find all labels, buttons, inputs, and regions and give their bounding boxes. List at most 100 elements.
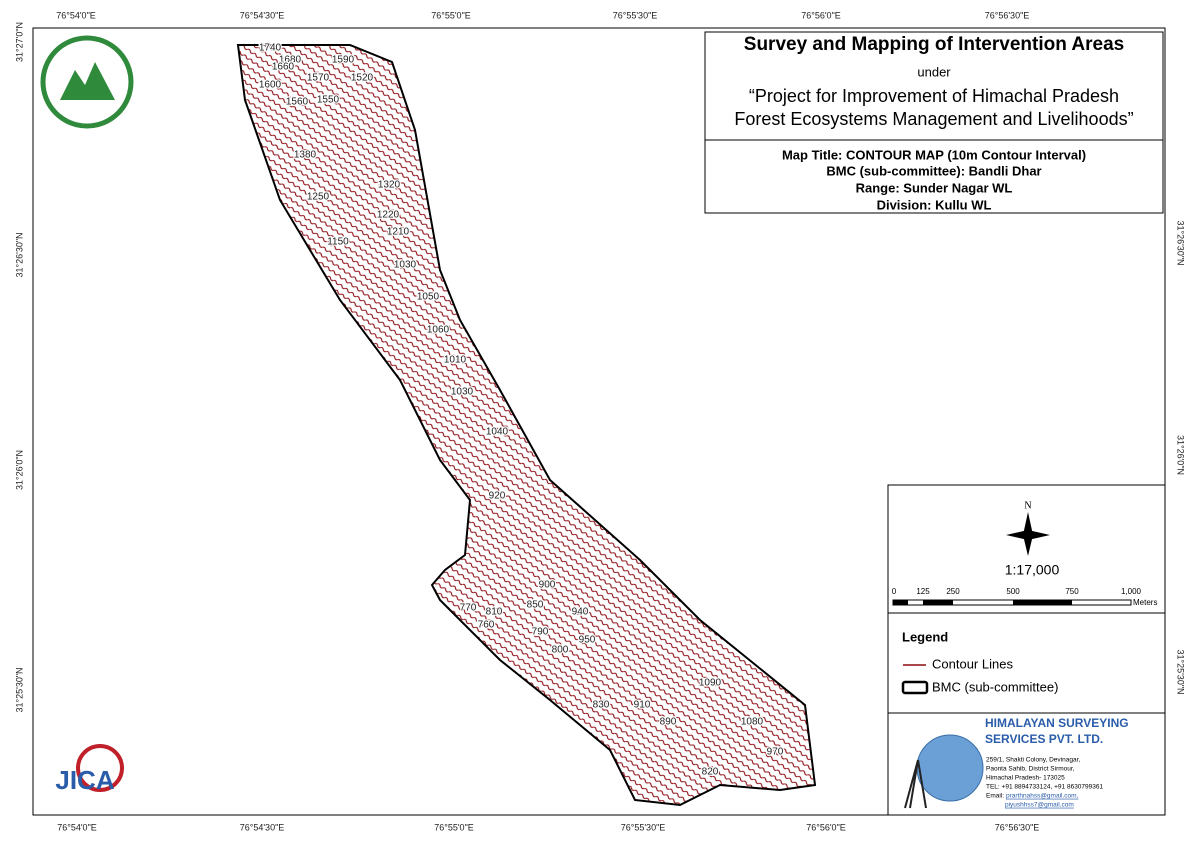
coord-label: 76°56'30"E	[995, 822, 1040, 832]
scale-bar	[892, 599, 1132, 606]
coord-label: 76°55'30"E	[613, 10, 658, 20]
coord-label: 76°54'30"E	[240, 10, 285, 20]
scale-tick-label: 500	[1006, 587, 1020, 596]
legend-item: Contour Lines	[932, 656, 1013, 671]
address-line: Paonta Sahib, District Sirmour,	[986, 766, 1075, 773]
scale-tick-label: 0	[892, 587, 897, 596]
scale-tick-label: 750	[1065, 587, 1079, 596]
contour-label: 1660	[272, 62, 295, 73]
contour-label: 820	[702, 767, 719, 778]
legend-item: BMC (sub-committee)	[932, 679, 1058, 694]
contour-label: 1090	[699, 678, 722, 689]
coord-label: 76°55'30"E	[621, 822, 666, 832]
map-frame	[32, 27, 1166, 816]
bmc-boundary	[236, 44, 817, 807]
scale-unit: Meters	[1133, 598, 1157, 607]
jica-logo-ring	[76, 744, 124, 792]
contour-label: 1030	[394, 260, 417, 271]
coord-label: 31°26'0"N	[1176, 435, 1186, 475]
email: prarthnahss@gmail.com,	[1006, 793, 1079, 800]
contour-label: 1520	[351, 73, 374, 84]
address-line: TEL: +91 8894733124, +91 8630799361	[986, 784, 1103, 791]
legend-title: Legend	[902, 629, 948, 644]
contour-label: 850	[527, 600, 544, 611]
contour-label: 890	[660, 717, 677, 728]
scale-ratio: 1:17,000	[1005, 562, 1060, 578]
coord-label: 76°54'0"E	[56, 10, 96, 20]
contour-label: 760	[478, 620, 495, 631]
jica-logo: JICA	[55, 765, 114, 795]
address-line: Himachal Pradesh- 173025	[986, 775, 1065, 782]
contour-label: 1550	[317, 95, 340, 106]
project-line: Forest Ecosystems Management and Livelih…	[734, 109, 1133, 129]
email: piyushhss7@gmail.com	[1005, 802, 1074, 809]
project-line: “Project for Improvement of Himachal Pra…	[749, 86, 1119, 106]
contour-label: 1050	[417, 292, 440, 303]
contour-label: 1210	[387, 227, 410, 238]
contour-label: 920	[489, 491, 506, 502]
north-arrow	[1006, 512, 1050, 556]
north-label: N	[1024, 500, 1031, 511]
company-name: HIMALAYAN SURVEYING	[985, 716, 1129, 730]
detail: Range: Sunder Nagar WL	[856, 180, 1013, 195]
under: under	[917, 64, 951, 79]
coord-label: 31°26'30"N	[1176, 220, 1186, 265]
scale-tick-label: 1,000	[1121, 587, 1142, 596]
coord-label: 76°54'30"E	[240, 822, 285, 832]
address-line: 259/1, Shakti Colony, Devinagar,	[986, 757, 1080, 764]
title: Survey and Mapping of Intervention Areas	[744, 34, 1124, 55]
contour-label: 1600	[259, 80, 282, 91]
contour-label: 1590	[332, 55, 355, 66]
contour-label: 1010	[444, 355, 467, 366]
email-label: Email:	[986, 793, 1004, 800]
contour-label: 950	[579, 635, 596, 646]
coord-label: 31°25'30"N	[1176, 649, 1186, 694]
detail: BMC (sub-committee): Bandli Dhar	[826, 163, 1041, 178]
company-name: SERVICES PVT. LTD.	[985, 732, 1103, 746]
coord-label: 31°26'0"N	[14, 450, 24, 490]
contour-label: 1040	[486, 427, 509, 438]
company-logo	[916, 734, 984, 802]
contour-label: 1560	[286, 97, 309, 108]
contour-label: 1220	[377, 210, 400, 221]
coord-label: 76°56'30"E	[985, 10, 1030, 20]
scale-tick-label: 250	[946, 587, 960, 596]
contour-label: 770	[460, 603, 477, 614]
contour-label: 1680	[279, 55, 302, 66]
contour-label: 910	[634, 700, 651, 711]
coord-label: 31°27'0"N	[14, 22, 24, 62]
coord-label: 76°56'0"E	[801, 10, 841, 20]
contour-label: 830	[593, 700, 610, 711]
contour-label: 800	[552, 645, 569, 656]
contour-label: 940	[572, 607, 589, 618]
contour-label: 1740	[259, 43, 282, 54]
detail: Division: Kullu WL	[877, 197, 992, 212]
contour-label: 1320	[378, 180, 401, 191]
contour-label: 900	[539, 580, 556, 591]
coord-label: 76°55'0"E	[434, 822, 474, 832]
contour-label: 1380	[294, 150, 317, 161]
contour-label: 790	[532, 627, 549, 638]
coord-label: 31°25'30"N	[14, 667, 24, 712]
contour-label: 1060	[427, 325, 450, 336]
contour-label: 810	[486, 607, 503, 618]
contour-label: 1250	[307, 192, 330, 203]
contour-label: 1080	[741, 717, 764, 728]
scale-segment	[923, 600, 953, 605]
legend-swatch-bmc	[901, 680, 929, 695]
forest-logo-icon	[60, 62, 115, 100]
coord-label: 76°55'0"E	[431, 10, 471, 20]
contour-label: 1150	[327, 237, 349, 248]
scale-segment	[893, 600, 908, 605]
tripod-icon	[904, 759, 927, 809]
title-block	[704, 31, 1164, 214]
coord-label: 76°56'0"E	[806, 822, 846, 832]
contour-label: 970	[767, 747, 784, 758]
contour-label: 1570	[307, 73, 330, 84]
detail: Map Title: CONTOUR MAP (10m Contour Inte…	[782, 147, 1086, 162]
contour-label: 1030	[451, 387, 474, 398]
scale-segment	[1013, 600, 1072, 605]
coord-label: 76°54'0"E	[57, 822, 97, 832]
coord-label: 31°26'30"N	[14, 232, 24, 277]
